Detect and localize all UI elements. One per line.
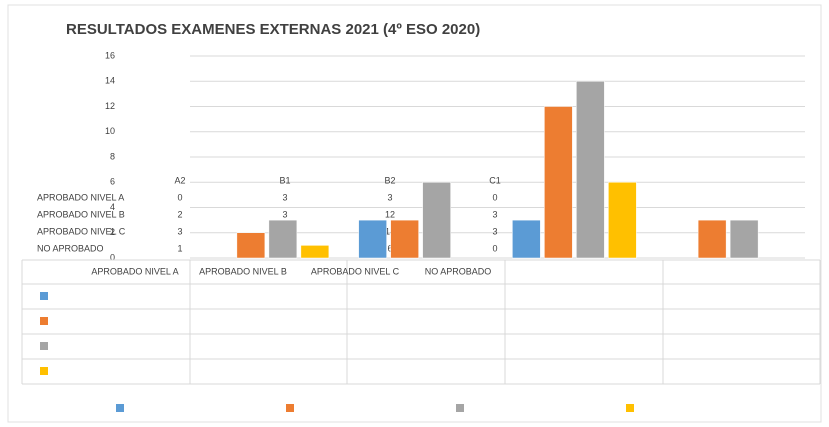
table-value: 0 [492, 192, 497, 202]
table-header: APROBADO NIVEL C [311, 266, 400, 276]
table-value: 3 [282, 209, 287, 219]
bar [544, 106, 573, 259]
table-value: 0 [177, 192, 182, 202]
chart-title: RESULTADOS EXAMENES EXTERNAS 2021 (4º ES… [66, 21, 480, 38]
table-row-label: APROBADO NIVEL A [37, 192, 124, 202]
table-swatch [40, 367, 48, 375]
table-row-label: APROBADO NIVEL B [37, 209, 125, 219]
table-value: 1 [177, 243, 182, 253]
bar [729, 219, 759, 259]
table-value: 3 [177, 226, 182, 236]
y-tick-label: 14 [105, 76, 115, 86]
bar [697, 219, 727, 259]
x-tick-label: B2 [384, 175, 395, 185]
y-tick-label: 4 [110, 202, 115, 212]
x-tick-label: A2 [174, 175, 185, 185]
y-tick-label: 0 [110, 252, 115, 262]
bar [608, 182, 637, 259]
table-swatch [40, 317, 48, 325]
table-value: 3 [492, 209, 497, 219]
chart-frame [7, 4, 822, 423]
bar [390, 219, 419, 259]
table-value: 6 [387, 243, 392, 253]
table-header: NO APROBADO [425, 266, 492, 276]
x-tick-label: B1 [279, 175, 290, 185]
table-value: 3 [387, 192, 392, 202]
table-value: 3 [492, 226, 497, 236]
legend-swatch [286, 404, 294, 412]
table-value: 2 [177, 209, 182, 219]
table-header: APROBADO NIVEL B [199, 266, 287, 276]
bar [236, 232, 266, 259]
table-swatch [40, 342, 48, 350]
bar [576, 81, 605, 259]
y-tick-label: 16 [105, 50, 115, 60]
legend-swatch [116, 404, 124, 412]
table-value: 14 [385, 226, 395, 236]
table-header: APROBADO NIVEL A [91, 266, 178, 276]
y-tick-label: 10 [105, 126, 115, 136]
y-tick-label: 12 [105, 101, 115, 111]
y-tick-label: 8 [110, 151, 115, 161]
y-tick-label: 6 [110, 177, 115, 187]
table-value: 12 [385, 209, 395, 219]
table-row-label: NO APROBADO [37, 243, 104, 253]
table-value: 0 [492, 243, 497, 253]
x-tick-label: C1 [489, 175, 501, 185]
bar [268, 219, 298, 259]
bar [300, 245, 330, 259]
table-value: 3 [282, 192, 287, 202]
bar [358, 219, 387, 259]
bar [422, 182, 451, 259]
table-swatch [40, 292, 48, 300]
legend-swatch [626, 404, 634, 412]
y-tick-label: 2 [110, 227, 115, 237]
bar [512, 219, 541, 259]
legend-swatch [456, 404, 464, 412]
table-row-label: APROBADO NIVEL C [37, 226, 126, 236]
